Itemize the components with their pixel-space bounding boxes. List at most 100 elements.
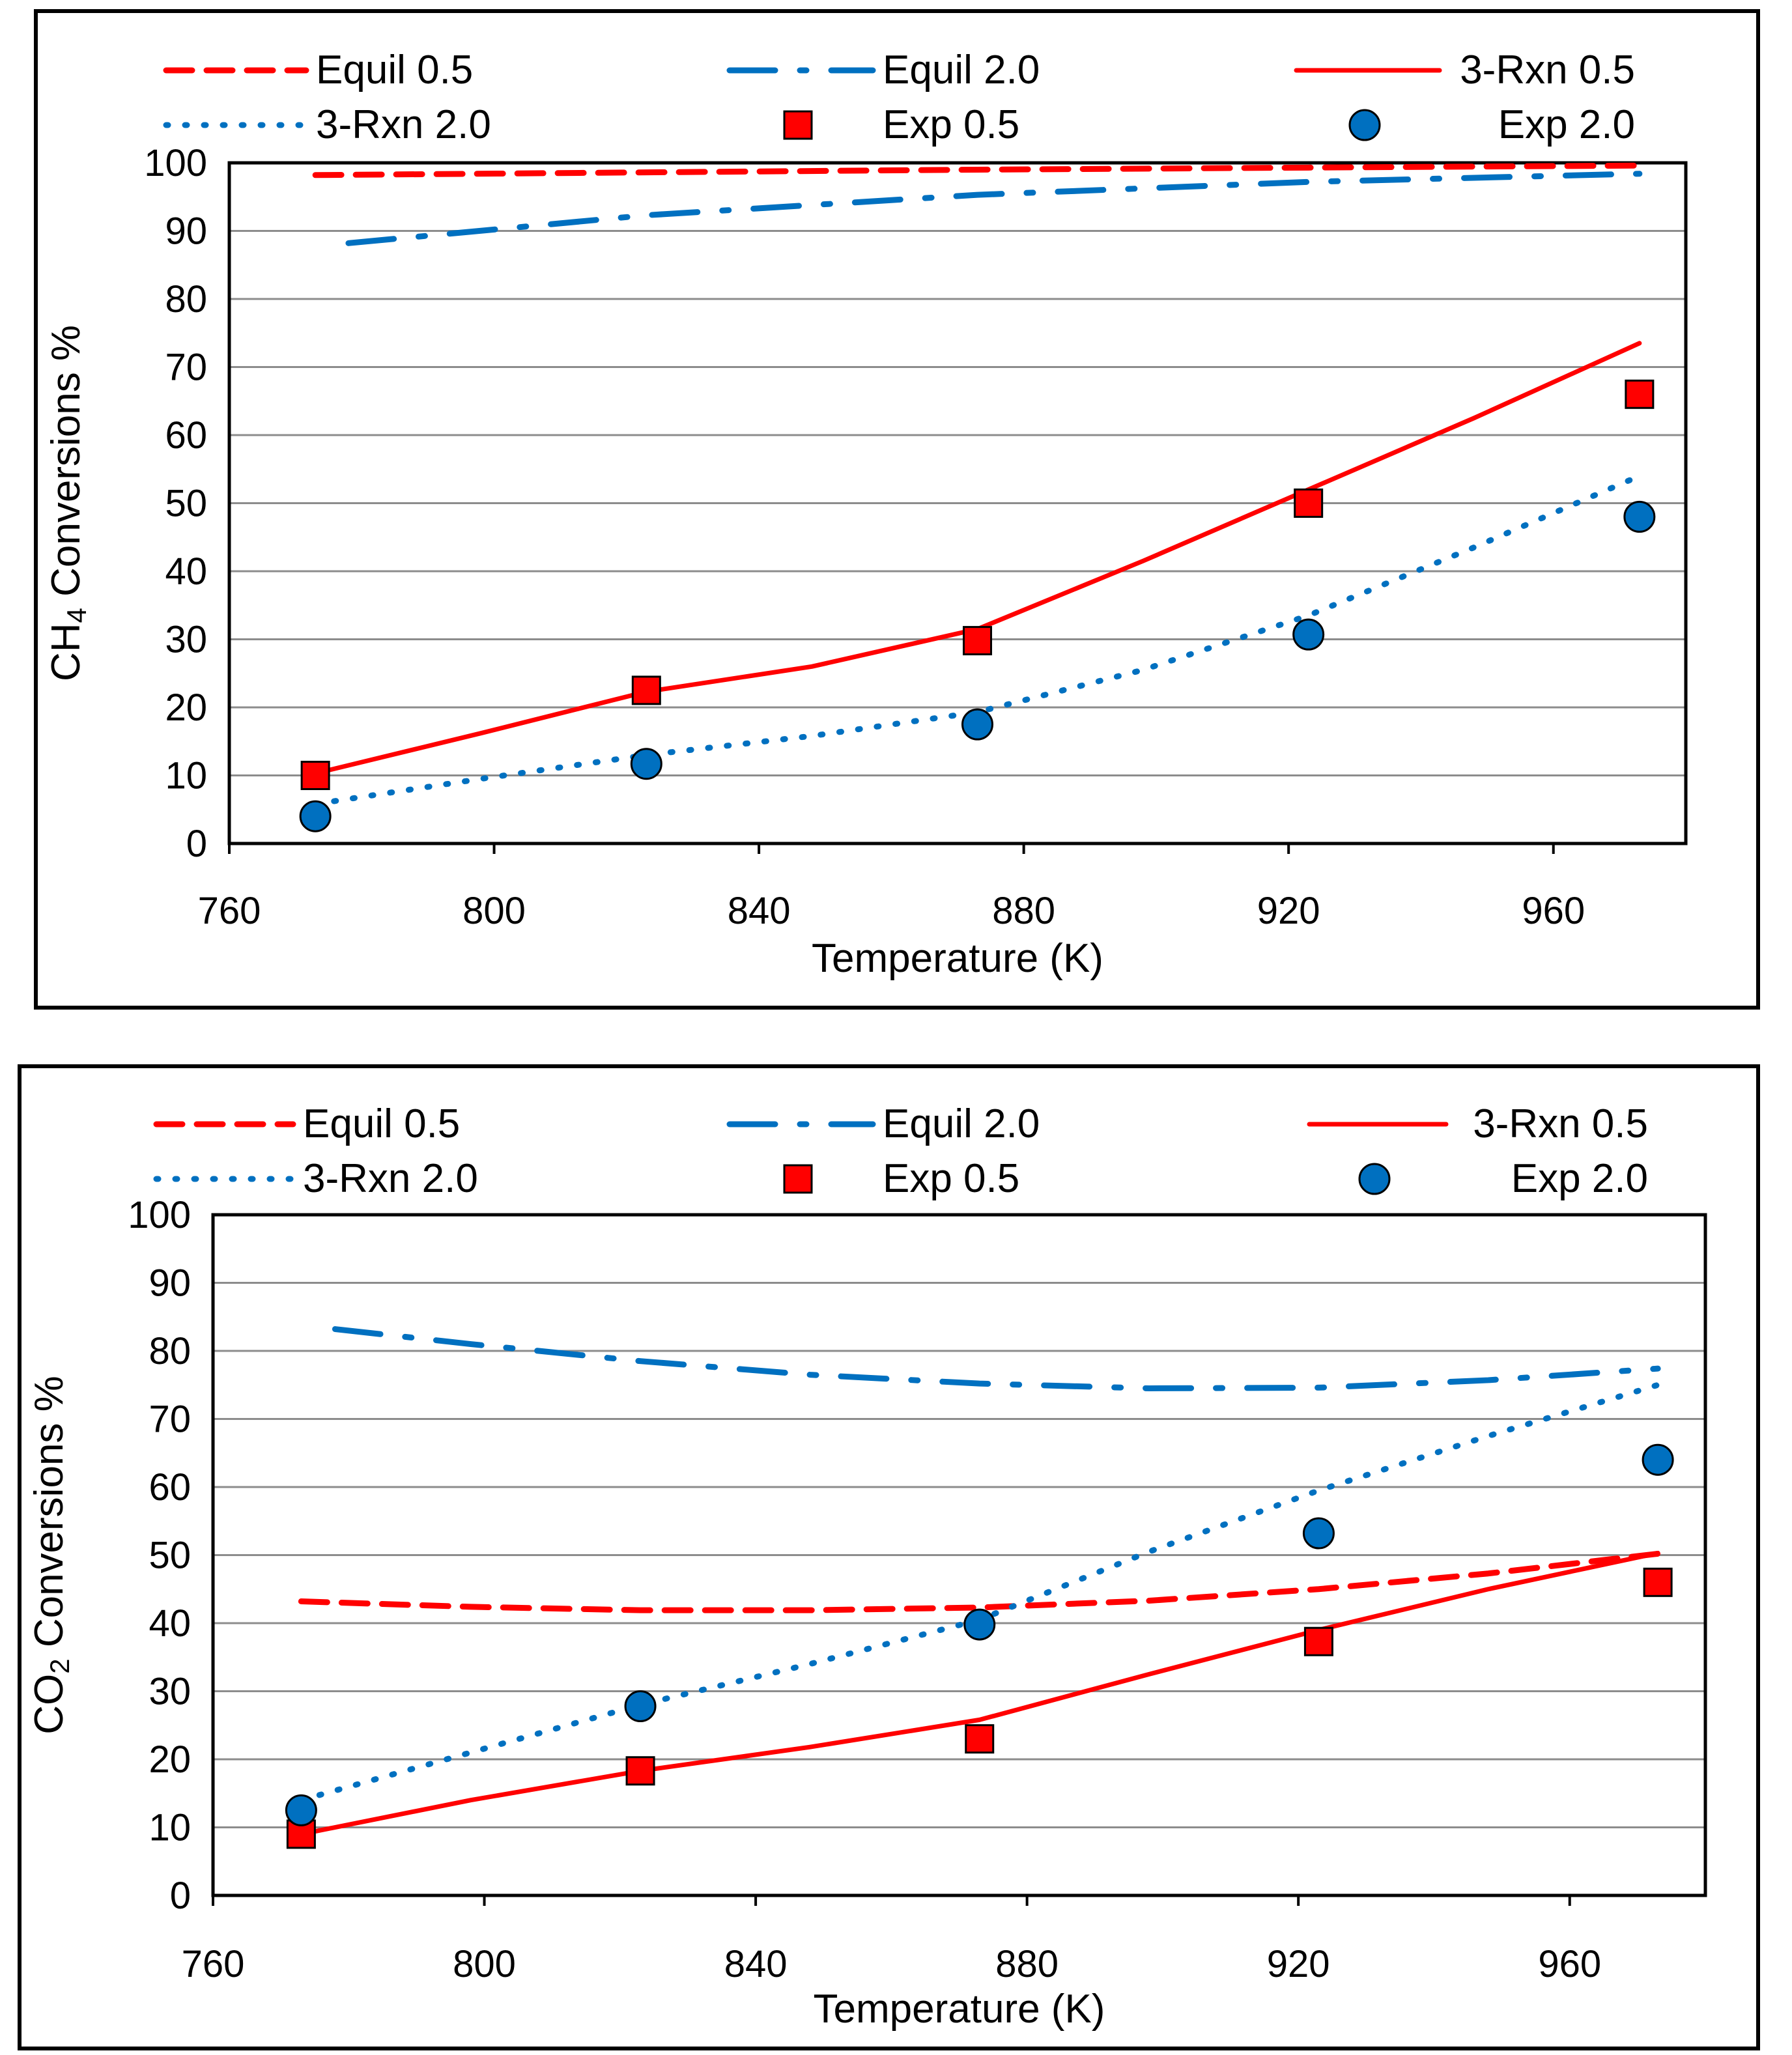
data-point-exp-2-0	[299, 800, 332, 832]
x-tick-label: 920	[1267, 1943, 1330, 1985]
data-point-exp-0-5	[1625, 379, 1655, 409]
legend-item-equil-2-0: Equil 2.0	[726, 1101, 1040, 1146]
x-axis-label: Temperature (K)	[812, 936, 1103, 981]
legend-item-exp-2-0: Exp 2.0	[1348, 102, 1635, 147]
y-axis-label-subscript: 2	[44, 1658, 75, 1673]
y-tick-label: 0	[170, 1875, 191, 1917]
data-point-exp-2-0	[285, 1794, 317, 1826]
legend-label-exp-0-5: Exp 0.5	[883, 102, 1019, 147]
data-point-exp-2-0	[1642, 1443, 1674, 1476]
legend-label-3-rxn-2-0: 3-Rxn 2.0	[303, 1156, 478, 1201]
co2-chart-panel	[18, 1064, 1760, 2050]
data-point-exp-2-0	[624, 1690, 657, 1722]
legend-label-exp-0-5: Exp 0.5	[883, 1156, 1019, 1201]
data-point-exp-0-5	[962, 626, 992, 656]
series-line-equil-2-0	[345, 171, 1643, 246]
y-tick-label: 40	[149, 1602, 191, 1645]
y-tick-label: 10	[165, 755, 207, 797]
legend-item-equil-0-5: Equil 0.5	[163, 48, 473, 92]
legend: Equil 0.5 Equil 2.0 3-Rxn 0.5 3-Rxn 2.0 Exp …	[163, 48, 1635, 147]
y-axis-label-part: Conversions %	[27, 1376, 72, 1658]
legend-item-3-rxn-0-5: 3-Rxn 0.5	[1307, 1101, 1648, 1146]
legend-item-exp-0-5: Exp 0.5	[783, 102, 1019, 147]
ch4-conversion-chart: 0 10 20 30 40 50 60 70 80 90 100 760 800 840 880 920 960…	[44, 48, 1688, 981]
y-tick-label: 10	[149, 1807, 191, 1849]
legend-swatch-exp-2-0	[1358, 1163, 1391, 1195]
legend-label-3-rxn-0-5: 3-Rxn 0.5	[1460, 48, 1635, 92]
x-tick-label: 960	[1538, 1943, 1601, 1985]
legend-item-equil-2-0: Equil 2.0	[726, 48, 1040, 92]
series-line-equil-0-5	[312, 162, 1643, 178]
y-axis-label-part: CO	[27, 1674, 72, 1735]
legend-item-3-rxn-2-0: 3-Rxn 2.0	[163, 102, 491, 147]
y-tick-label: 90	[149, 1262, 191, 1305]
data-point-exp-0-5	[300, 761, 330, 790]
y-axis-label: CO2 Conversions %	[27, 1376, 75, 1735]
y-tick-label: 90	[165, 210, 207, 253]
legend-item-3-rxn-2-0: 3-Rxn 2.0	[153, 1156, 478, 1201]
y-tick-label: 50	[165, 483, 207, 525]
plot-area-frame	[227, 161, 1688, 845]
x-tick-label: 800	[462, 890, 526, 932]
legend-label-exp-2-0: Exp 2.0	[1511, 1156, 1648, 1201]
legend-label-equil-0-5: Equil 0.5	[316, 48, 473, 92]
y-axis-label: CH4 Conversions %	[44, 325, 92, 681]
series-line-equil-0-5	[298, 1550, 1661, 1613]
x-tick-label: 800	[453, 1943, 516, 1985]
data-point-exp-2-0	[630, 748, 662, 780]
data-point-exp-0-5	[625, 1756, 655, 1786]
series-line-3-rxn-2-0	[312, 473, 1643, 807]
legend-label-exp-2-0: Exp 2.0	[1498, 102, 1635, 147]
legend-swatch-exp-2-0	[1348, 109, 1381, 141]
legend-item-exp-0-5: Exp 0.5	[783, 1156, 1019, 1201]
y-tick-label: 30	[165, 619, 207, 661]
legend-swatch-exp-0-5	[783, 110, 813, 140]
data-point-exp-2-0	[963, 1608, 996, 1641]
data-point-exp-0-5	[1643, 1567, 1673, 1597]
x-tick-label: 760	[182, 1943, 245, 1985]
x-tick-label: 920	[1257, 890, 1320, 932]
y-tick-label: 0	[186, 823, 207, 865]
y-tick-label: 80	[149, 1330, 191, 1372]
series-line-3-rxn-0-5	[298, 1550, 1660, 1837]
legend-item-3-rxn-0-5: 3-Rxn 0.5	[1294, 48, 1635, 92]
y-axis-label-subscript: 4	[61, 608, 92, 623]
y-tick-label: 20	[149, 1738, 191, 1781]
co2-conversion-chart: 0 10 20 30 40 50 60 70 80 90 100 760 800 840 880 920 960…	[27, 1101, 1707, 2032]
legend-item-exp-2-0: Exp 2.0	[1358, 1156, 1648, 1201]
y-tick-label: 80	[165, 278, 207, 320]
legend-label-equil-0-5: Equil 0.5	[303, 1101, 460, 1146]
x-axis-label: Temperature (K)	[814, 1987, 1105, 2032]
x-tick-label: 960	[1522, 890, 1585, 932]
y-tick-label: 70	[165, 347, 207, 389]
y-tick-label: 60	[165, 414, 207, 457]
y-tick-label: 30	[149, 1671, 191, 1713]
data-point-exp-0-5	[1303, 1626, 1333, 1656]
y-tick-label: 100	[128, 1194, 191, 1236]
x-tick-label: 840	[724, 1943, 788, 1985]
y-tick-label: 40	[165, 550, 207, 593]
y-tick-label: 20	[165, 687, 207, 729]
series-line-equil-2-0	[332, 1326, 1661, 1391]
legend-label-equil-2-0: Equil 2.0	[883, 48, 1040, 92]
data-point-exp-2-0	[961, 708, 993, 741]
legend: Equil 0.5 Equil 2.0 3-Rxn 0.5 3-Rxn 2.0 Exp …	[153, 1101, 1648, 1201]
data-point-exp-2-0	[1623, 500, 1656, 533]
y-tick-label: 50	[149, 1535, 191, 1577]
y-axis-label-part: CH	[44, 623, 89, 681]
data-point-exp-2-0	[1292, 618, 1325, 651]
y-tick-label: 100	[144, 142, 207, 184]
data-point-exp-0-5	[1294, 489, 1324, 518]
x-tick-label: 840	[728, 890, 791, 932]
legend-label-3-rxn-0-5: 3-Rxn 0.5	[1473, 1101, 1648, 1146]
data-point-exp-2-0	[1302, 1517, 1335, 1550]
x-tick-label: 880	[992, 890, 1055, 932]
plot-area-frame	[211, 1213, 1707, 1897]
legend-label-equil-2-0: Equil 2.0	[883, 1101, 1040, 1146]
data-point-exp-0-5	[631, 675, 661, 705]
x-tick-label: 760	[198, 890, 261, 932]
legend-item-equil-0-5: Equil 0.5	[153, 1101, 460, 1146]
x-tick-label: 880	[995, 1943, 1059, 1985]
y-tick-label: 70	[149, 1398, 191, 1441]
